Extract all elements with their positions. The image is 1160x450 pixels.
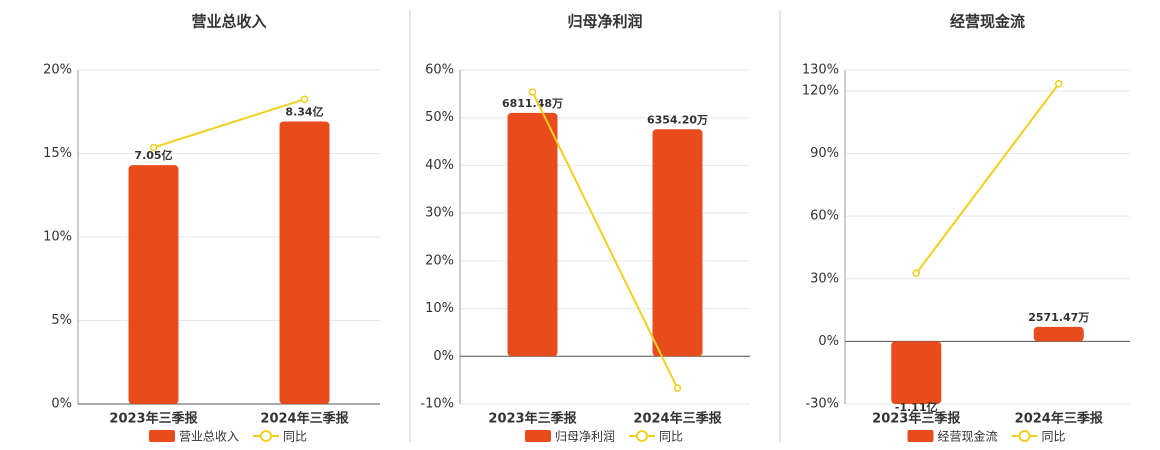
y-tick-label: 20% [43, 63, 72, 78]
point [149, 143, 158, 152]
y-tick-label: -10% [420, 397, 454, 412]
x-tick-label: 2023年三季报 [109, 411, 198, 427]
legend-label: 同比 [283, 430, 307, 444]
legend-swatch [1018, 430, 1031, 442]
legend-swatch [525, 430, 551, 442]
value-label: -1.11亿 [895, 400, 938, 414]
y-tick-label: 10% [425, 301, 454, 316]
y-tick-label: 40% [425, 158, 454, 173]
x-tick-label: 2024年三季报 [260, 411, 349, 427]
y-tick-label: 130% [802, 63, 839, 78]
line [153, 98, 305, 149]
y-tick-label: 30% [810, 271, 839, 286]
point [1055, 80, 1063, 88]
line [531, 91, 679, 389]
legend-label: 经营现金流 [938, 429, 998, 444]
bar [1033, 326, 1084, 342]
chart-title: 归母净利润 [567, 13, 642, 31]
value-label: 7.05亿 [134, 148, 172, 162]
chart-title: 经营现金流 [950, 13, 1025, 31]
legend-swatch [260, 430, 273, 442]
y-tick-label: 20% [425, 253, 454, 268]
legend-swatch [149, 430, 175, 442]
x-tick-label: 2024年三季报 [1015, 411, 1104, 427]
bar [279, 121, 330, 405]
legend-label: 同比 [659, 430, 683, 444]
y-tick-label: 30% [425, 206, 454, 221]
y-tick-label: 90% [810, 146, 839, 161]
bar [652, 129, 703, 357]
chart-title: 营业总收入 [191, 13, 266, 31]
value-label: 6354.20万 [647, 113, 708, 126]
point [912, 269, 920, 278]
y-tick-label: 10% [43, 230, 72, 245]
point [300, 95, 309, 103]
legend-label: 营业总收入 [179, 430, 239, 444]
y-tick-label: 0% [433, 349, 454, 364]
legend-label: 同比 [1042, 430, 1066, 444]
y-tick-label: 50% [425, 110, 454, 125]
y-tick-label: 0% [818, 334, 839, 349]
value-label: 6811.48万 [502, 97, 563, 110]
legend-swatch [907, 430, 934, 442]
legend-swatch [636, 430, 649, 442]
bar [891, 341, 942, 404]
legend-label: 归母净利润 [555, 430, 615, 444]
y-tick-label: 60% [425, 63, 454, 78]
y-tick-label: -30% [805, 397, 839, 412]
line [915, 83, 1060, 274]
x-tick-label: 2024年三季报 [633, 411, 722, 427]
bar [507, 112, 558, 357]
value-label: 8.34亿 [285, 104, 323, 118]
y-tick-label: 5% [51, 313, 72, 328]
x-tick-label: 2023年三季报 [872, 411, 961, 427]
y-tick-label: 120% [802, 83, 839, 98]
y-tick-label: 60% [810, 209, 839, 224]
point [528, 88, 537, 96]
value-label: 2571.47万 [1028, 311, 1089, 324]
y-tick-label: 0% [51, 397, 72, 412]
y-tick-label: 15% [43, 146, 72, 161]
point [673, 384, 682, 393]
x-tick-label: 2023年三季报 [488, 411, 577, 427]
bar [128, 165, 179, 404]
